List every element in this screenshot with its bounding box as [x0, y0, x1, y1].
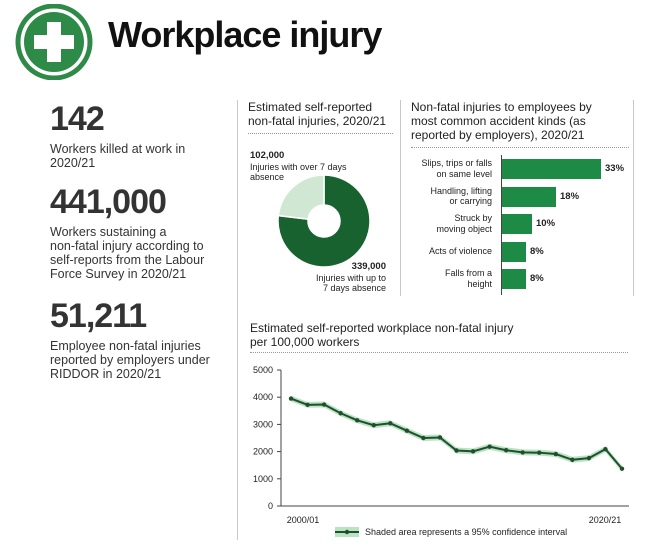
y-tick-label: 1000 [253, 474, 273, 484]
bar-title-line: most common accident kinds (as [411, 114, 586, 128]
stat-description-line: RIDDOR in 2020/21 [50, 367, 162, 381]
line-title-line: per 100,000 workers [250, 335, 360, 349]
data-point [421, 435, 426, 441]
bar-category-line: Handling, lifting [430, 185, 492, 196]
data-point [355, 418, 360, 423]
pie-slice-label: 7 days absence [322, 283, 386, 293]
pie-value-label: 102,000 [250, 150, 285, 161]
data-point [570, 457, 575, 462]
data-point [503, 448, 509, 453]
y-tick-label: 4000 [253, 392, 273, 402]
bar-chart-title: Non-fatal injuries to employees by most … [411, 100, 631, 142]
stat-description-line: Force Survey in 2020/21 [50, 267, 187, 281]
data-point [404, 428, 410, 433]
y-tick-label: 0 [268, 501, 273, 511]
legend-point-swatch [344, 529, 350, 535]
legend-text: Shaded area represents a 95% confidence … [365, 527, 567, 537]
bar-category-line: or carrying [449, 196, 492, 206]
bar-category-line: height [467, 278, 492, 289]
bar-value-label: 18% [560, 190, 580, 202]
stat-description-line: reported by employers under [50, 353, 210, 367]
data-point [321, 402, 327, 407]
bar [502, 241, 526, 262]
data-point [603, 446, 608, 452]
data-point [537, 450, 542, 455]
data-point [470, 449, 476, 454]
y-tick-label: 2000 [253, 447, 273, 457]
line-chart-title: Estimated self-reported workplace non-fa… [250, 321, 620, 349]
line-title-line: Estimated self-reported workplace non-fa… [250, 321, 514, 335]
bar-value-label: 33% [605, 163, 625, 174]
stat-description-line: 2020/21 [50, 156, 96, 170]
pie-title-line: Estimated self-reported [248, 100, 373, 114]
x-tick-label: 2020/21 [589, 515, 622, 525]
bar [502, 214, 532, 234]
bar-category-line: Struck by [454, 213, 492, 223]
stat-description-line: self-reports from the Labour [50, 253, 205, 267]
pie-title-line: non-fatal injuries, 2020/21 [248, 114, 387, 128]
stat-description-line: Workers sustaining a [50, 225, 167, 239]
stat-description-line: Employee non-fatal injuries [50, 339, 201, 353]
data-point [288, 396, 294, 401]
column-divider [237, 100, 238, 540]
page-title: Workplace injury [108, 14, 382, 55]
pie-label-minor: 102,000 Injuries with over 7 days absenc… [250, 150, 390, 183]
right-divider [633, 100, 634, 296]
pie-chart [277, 174, 371, 268]
bar-category-label: Falls from a height [406, 268, 492, 289]
data-point [454, 448, 459, 453]
bar-category-label: Struck by moving object [406, 213, 492, 234]
bar-category-line: moving object [436, 223, 492, 234]
pie-chart-title: Estimated self-reported non-fatal injuri… [248, 100, 398, 128]
bar [502, 186, 556, 207]
bar-value-label: 10% [536, 218, 556, 229]
stat-number: 142 [50, 100, 105, 138]
pie-slice-label: absence [250, 172, 285, 182]
bar-category-line: Falls from a [444, 268, 492, 278]
pie-slice [277, 174, 325, 220]
bar-title-line: Non-fatal injuries to employees by [411, 100, 592, 114]
data-point [553, 451, 558, 457]
bar [502, 159, 601, 179]
bar-category-label: Acts of violence [406, 246, 492, 257]
bar-value-label: 8% [530, 245, 544, 257]
pie-value-label: 339,000 [351, 261, 386, 272]
pie-slice-label: Injuries with up to [315, 272, 386, 283]
y-tick-label: 5000 [253, 365, 273, 375]
data-point [371, 423, 376, 428]
stat-description-line: Workers killed at work in [50, 142, 186, 156]
bar-axis-line [501, 155, 502, 295]
stat-number: 51,211 [50, 297, 147, 335]
data-point [338, 411, 343, 416]
stat-description-line: non-fatal injury according to [50, 239, 204, 253]
chart-divider [400, 100, 401, 296]
data-point [586, 455, 592, 461]
bar-title-rule [411, 147, 629, 148]
bar-category-line: on same level [436, 168, 492, 179]
pie-slice [277, 174, 371, 268]
bar-value-label: 8% [530, 273, 544, 284]
data-point [437, 435, 443, 440]
line-chart: 0 1000 2000 3000 4000 5000 2000/01 2020/21 Shade… [253, 365, 629, 537]
bar-category-line: Slips, trips or falls [421, 158, 492, 168]
first-aid-cross-icon [15, 4, 93, 80]
stat-number: 441,000 [50, 183, 167, 221]
bar [502, 269, 526, 289]
pie-title-rule [248, 133, 393, 134]
y-tick-label: 3000 [253, 419, 273, 429]
data-point [619, 466, 625, 471]
bar-title-line: reported by employers), 2020/21 [411, 128, 585, 142]
bar-category-label: Slips, trips or falls on same level [406, 158, 492, 179]
bar-category-line: Acts of violence [428, 245, 492, 256]
data-point [520, 450, 525, 455]
x-tick-label: 2000/01 [287, 515, 320, 525]
data-point [388, 421, 393, 426]
line-title-rule [250, 352, 628, 353]
data-point [305, 402, 310, 408]
bar-category-label: Handling, lifting or carrying [406, 186, 492, 207]
data-point [487, 444, 492, 449]
pie-slice-label: Injuries with over 7 days [250, 161, 347, 172]
pie-label-major: 339,000 Injuries with up to 7 days absen… [298, 261, 386, 294]
